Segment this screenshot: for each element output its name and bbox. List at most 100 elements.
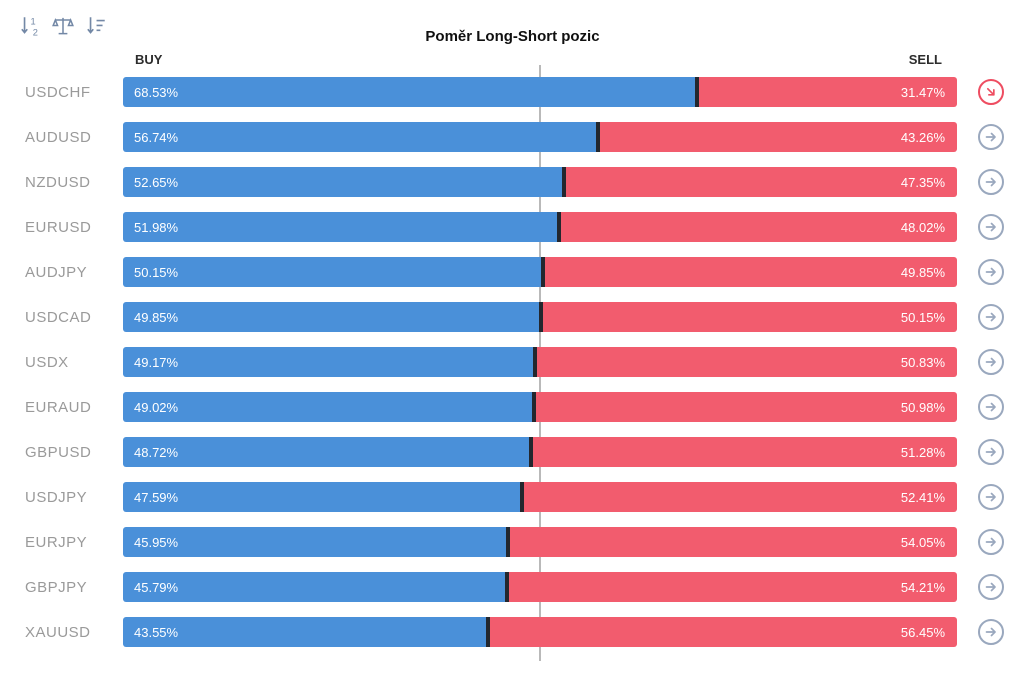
buy-segment: 49.02% — [123, 392, 532, 422]
open-symbol-button[interactable] — [978, 574, 1004, 600]
sentiment-bar: 50.15% 49.85% — [123, 257, 957, 287]
sell-segment: 49.85% — [545, 257, 957, 287]
pair-label: GBPJPY — [25, 578, 88, 596]
open-symbol-button[interactable] — [978, 124, 1004, 150]
chart-title: Poměr Long-Short pozic — [425, 28, 600, 45]
sentiment-bar: 56.74% 43.26% — [123, 122, 957, 152]
buy-segment: 45.95% — [123, 527, 507, 557]
buy-percent-label: 48.72% — [134, 444, 179, 460]
sell-percent-label: 43.26% — [900, 129, 945, 145]
sell-percent-label: 31.47% — [900, 84, 945, 100]
balance-scale-icon[interactable] — [49, 12, 77, 40]
action-cell — [957, 574, 1025, 600]
pair-label: AUDUSD — [25, 128, 92, 146]
open-symbol-button[interactable] — [978, 529, 1004, 555]
pair-row: AUDJPY 50.15% 49.85% — [0, 257, 1025, 287]
open-symbol-button[interactable] — [978, 79, 1004, 105]
sentiment-bar: 43.55% 56.45% — [123, 617, 957, 647]
sell-percent-label: 52.41% — [900, 489, 945, 505]
sell-segment: 50.15% — [542, 302, 957, 332]
bar-divider — [596, 122, 601, 152]
buy-segment: 50.15% — [123, 257, 542, 287]
pair-row: USDCHF 68.53% 31.47% — [0, 77, 1025, 107]
buy-segment: 51.98% — [123, 212, 557, 242]
sell-percent-label: 50.98% — [900, 399, 945, 415]
open-symbol-button[interactable] — [978, 259, 1004, 285]
buy-percent-label: 49.17% — [134, 354, 179, 370]
sentiment-chart: USDCHF 68.53% 31.47% AUDUSD 56.74% 43.26… — [0, 65, 1025, 661]
sentiment-bar: 45.79% 54.21% — [123, 572, 957, 602]
sell-percent-label: 50.15% — [900, 309, 945, 325]
bar-divider — [562, 167, 567, 197]
buy-percent-label: 50.15% — [134, 264, 179, 280]
arrow-right-icon — [985, 402, 996, 412]
pair-row: EURJPY 45.95% 54.05% — [0, 527, 1025, 557]
bar-divider — [529, 437, 534, 467]
sell-segment: 48.02% — [560, 212, 957, 242]
buy-percent-label: 45.95% — [134, 534, 179, 550]
sort-amount-icon[interactable] — [82, 12, 110, 40]
action-cell — [957, 304, 1025, 330]
sentiment-bar: 51.98% 48.02% — [123, 212, 957, 242]
sell-percent-label: 54.21% — [900, 579, 945, 595]
sell-segment: 56.45% — [490, 617, 957, 647]
buy-percent-label: 49.85% — [134, 309, 179, 325]
buy-header: BUY — [135, 52, 163, 67]
pair-label: EURJPY — [25, 533, 88, 551]
bar-divider — [533, 347, 538, 377]
action-cell — [957, 169, 1025, 195]
sort-ratio-icon[interactable]: 1 2 — [16, 12, 44, 40]
buy-segment: 56.74% — [123, 122, 597, 152]
action-cell — [957, 529, 1025, 555]
pair-label: EURUSD — [25, 218, 92, 236]
pair-row: USDCAD 49.85% 50.15% — [0, 302, 1025, 332]
sell-segment: 43.26% — [600, 122, 957, 152]
open-symbol-button[interactable] — [978, 439, 1004, 465]
buy-percent-label: 49.02% — [134, 399, 179, 415]
open-symbol-button[interactable] — [978, 484, 1004, 510]
pair-label: USDCHF — [25, 83, 91, 101]
open-symbol-button[interactable] — [978, 169, 1004, 195]
open-symbol-button[interactable] — [978, 304, 1004, 330]
pair-row: XAUUSD 43.55% 56.45% — [0, 617, 1025, 647]
svg-text:2: 2 — [33, 27, 38, 37]
arrow-right-icon — [985, 582, 996, 592]
sentiment-bar: 45.95% 54.05% — [123, 527, 957, 557]
pair-label: USDJPY — [25, 488, 88, 506]
buy-percent-label: 45.79% — [134, 579, 179, 595]
sell-percent-label: 47.35% — [900, 174, 945, 190]
sort-toolbar: 1 2 — [16, 12, 110, 40]
buy-segment: 68.53% — [123, 77, 695, 107]
bar-divider — [506, 527, 511, 557]
buy-segment: 49.85% — [123, 302, 539, 332]
action-cell — [957, 349, 1025, 375]
arrow-right-icon — [985, 222, 996, 232]
sentiment-bar: 52.65% 47.35% — [123, 167, 957, 197]
pair-row: EURAUD 49.02% 50.98% — [0, 392, 1025, 422]
buy-segment: 47.59% — [123, 482, 520, 512]
arrow-right-icon — [985, 132, 996, 142]
sell-segment: 52.41% — [523, 482, 957, 512]
buy-percent-label: 56.74% — [134, 129, 179, 145]
action-cell — [957, 214, 1025, 240]
arrow-right-icon — [985, 537, 996, 547]
action-cell — [957, 124, 1025, 150]
bar-divider — [538, 302, 543, 332]
arrow-right-icon — [985, 177, 996, 187]
pair-row: GBPUSD 48.72% 51.28% — [0, 437, 1025, 467]
open-symbol-button[interactable] — [978, 214, 1004, 240]
open-symbol-button[interactable] — [978, 349, 1004, 375]
sell-segment: 54.05% — [510, 527, 957, 557]
pair-label: NZDUSD — [25, 173, 91, 191]
sentiment-bar: 47.59% 52.41% — [123, 482, 957, 512]
pair-label: EURAUD — [25, 398, 92, 416]
pair-label: USDX — [25, 353, 69, 371]
sell-segment: 47.35% — [566, 167, 957, 197]
open-symbol-button[interactable] — [978, 619, 1004, 645]
pair-row: NZDUSD 52.65% 47.35% — [0, 167, 1025, 197]
buy-segment: 43.55% — [123, 617, 487, 647]
open-symbol-button[interactable] — [978, 394, 1004, 420]
pair-row: GBPJPY 45.79% 54.21% — [0, 572, 1025, 602]
sell-percent-label: 51.28% — [900, 444, 945, 460]
